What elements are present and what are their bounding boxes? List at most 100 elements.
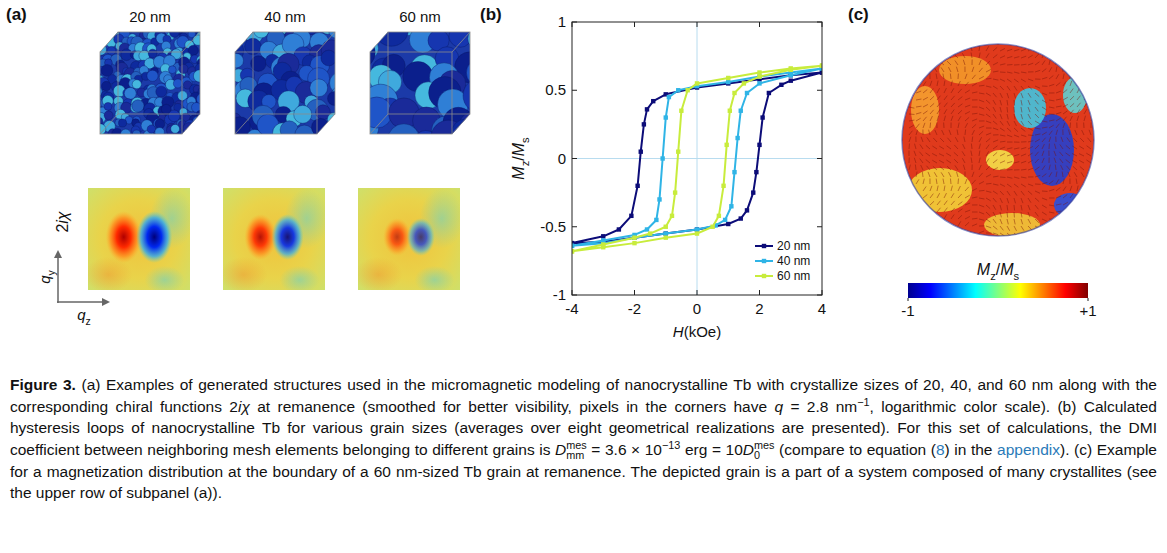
grain: [431, 120, 466, 155]
spin-arrow: [956, 172, 958, 177]
spin-arrow: [1021, 64, 1026, 66]
spin-arrow: [1014, 162, 1019, 163]
spin-arrow: [930, 186, 932, 191]
spin-arrow: [1070, 186, 1072, 191]
spin-arrow: [1089, 130, 1091, 135]
caption-index: mesmm: [566, 440, 587, 461]
spin-arrow: [986, 198, 991, 201]
spin-arrow: [1035, 134, 1040, 135]
loop-marker: [779, 83, 783, 87]
loop-marker: [745, 91, 749, 95]
spin-arrow: [1021, 161, 1026, 163]
caption-sub: 0: [754, 450, 775, 460]
spin-arrow: [972, 67, 974, 72]
spin-arrow: [1059, 152, 1063, 156]
caption-text: = 3.6 × 10: [587, 441, 662, 458]
spin-arrow: [916, 91, 921, 93]
spin-arrow: [909, 137, 911, 142]
loop-marker: [642, 122, 646, 126]
caption-text: q: [774, 398, 783, 415]
spin-arrow: [955, 60, 958, 65]
spin-arrow: [1035, 219, 1039, 223]
loop-marker: [695, 81, 699, 85]
spin-arrow: [1000, 48, 1005, 51]
caption-text: erg = 10: [680, 441, 742, 458]
spin-arrow: [1028, 114, 1031, 119]
grain: [88, 26, 99, 37]
text-part: M: [1000, 261, 1014, 278]
spin-arrow: [1014, 154, 1019, 156]
loop-marker: [664, 231, 668, 235]
grain: [170, 28, 180, 38]
spin-arrow: [1091, 123, 1092, 128]
line: [100, 32, 118, 52]
spin-arrow: [921, 137, 923, 142]
spin-arrow: [1056, 67, 1058, 72]
spin-arrow: [916, 106, 921, 108]
line: [235, 32, 253, 52]
spin-arrow: [951, 215, 954, 219]
loop-marker: [767, 91, 771, 95]
panel-letter: (a): [6, 5, 27, 24]
spin-arrow: [1073, 138, 1077, 142]
loop-marker: [676, 149, 680, 153]
spin-arrow: [1007, 114, 1008, 119]
caption-link: appendix: [997, 441, 1060, 458]
spin-arrow: [979, 100, 984, 102]
spin-arrow: [1072, 160, 1077, 163]
spin-arrow: [1000, 153, 1005, 156]
spin-arrow: [1028, 100, 1030, 105]
spin-arrow: [958, 209, 962, 212]
legend: 20 nm40 nm60 nm: [752, 236, 816, 287]
loop-marker: [757, 74, 761, 78]
spin-arrow: [1070, 110, 1074, 114]
spin-arrow: [1000, 135, 1005, 136]
spin-arrow: [1069, 130, 1070, 135]
spin-arrow: [993, 114, 996, 118]
loop-line: [572, 73, 822, 244]
spin-arrow: [1056, 124, 1059, 128]
spin-arrow: [1000, 212, 1001, 217]
spin-arrow: [1021, 154, 1026, 156]
spin-arrow: [979, 131, 983, 135]
loop-marker: [721, 184, 725, 188]
spin-arrow: [972, 172, 974, 177]
grain: [193, 70, 205, 82]
spin-arrow: [949, 130, 951, 135]
spin-arrow: [926, 153, 930, 156]
spin-arrow: [947, 146, 951, 149]
spin-arrow: [1007, 72, 1012, 73]
magnetization-patch: [1014, 88, 1046, 128]
spin-arrow: [954, 152, 958, 156]
spin-arrow: [958, 194, 962, 198]
grain: [214, 85, 231, 102]
loop-marker: [751, 190, 755, 194]
spin-arrow: [940, 166, 944, 170]
loop-marker: [754, 170, 758, 174]
spin-arrow: [965, 216, 970, 219]
spin-arrow: [1028, 121, 1032, 125]
map-texture: [145, 266, 185, 290]
spin-arrow: [1007, 191, 1010, 196]
spin-arrow: [1007, 64, 1012, 65]
grain: [422, 0, 444, 19]
chiral-map: [223, 188, 325, 290]
spin-arrow: [1028, 219, 1031, 224]
spin-arrow: [1028, 153, 1033, 156]
spin-arrow: [958, 116, 961, 121]
spin-arrow: [1007, 93, 1009, 98]
spin-arrow: [1055, 165, 1057, 170]
grain: [295, 125, 314, 144]
spin-arrow: [1042, 205, 1047, 208]
spin-arrow: [1007, 56, 1012, 58]
grain: [104, 102, 112, 110]
spin-arrow: [1007, 121, 1010, 126]
spin-arrow: [979, 76, 984, 79]
grain: [124, 21, 135, 32]
tick-label: 2: [755, 300, 763, 317]
spin-arrow: [971, 144, 973, 149]
line: [182, 32, 200, 52]
spin-arrow: [1070, 116, 1072, 121]
legend-label: 60 nm: [777, 269, 810, 283]
grain: [155, 127, 165, 137]
